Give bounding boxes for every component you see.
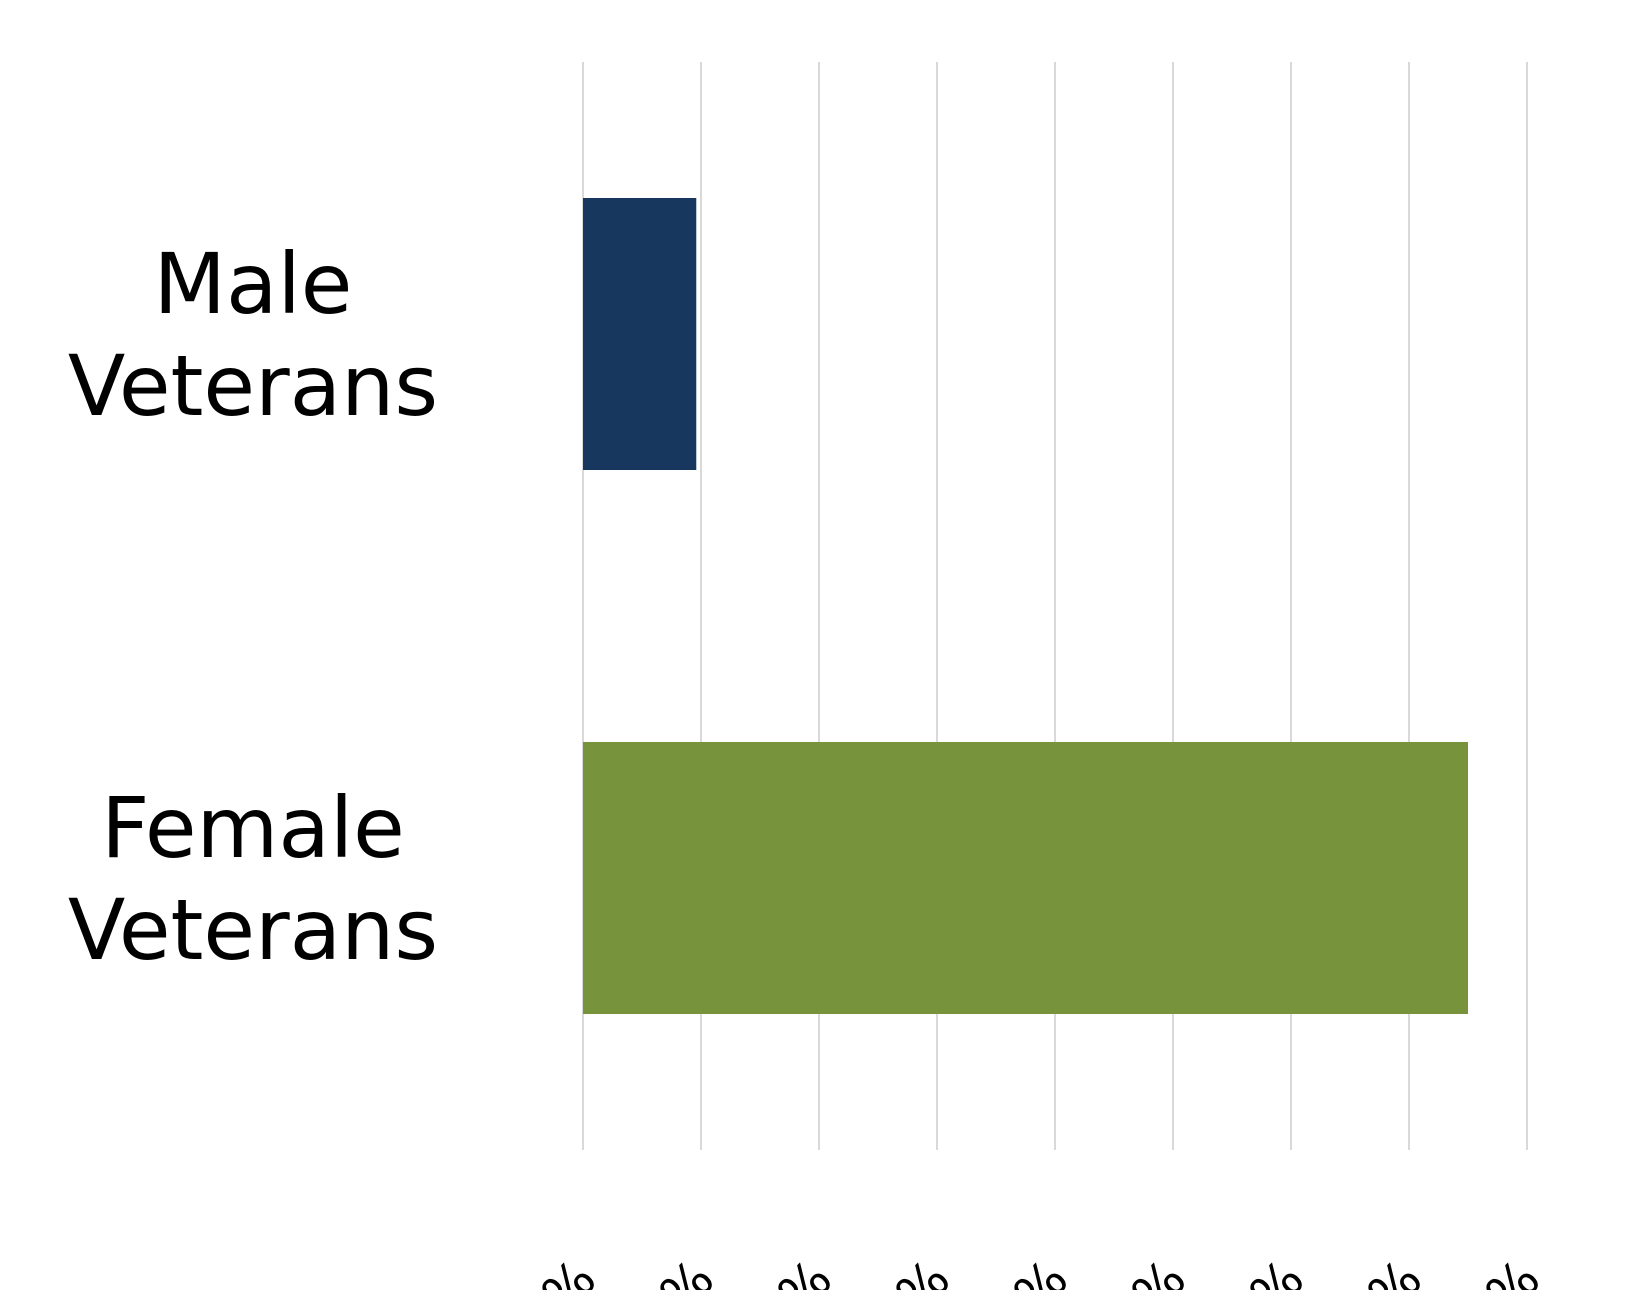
bar-0 — [583, 198, 697, 470]
gridlines — [582, 62, 1528, 1150]
x-tick-labels: 0% 0% 0% 0% 0% 0% 0% 0% 0% — [507, 1249, 1552, 1290]
bar-1 — [583, 742, 1468, 1014]
category-label-line: Male — [154, 235, 353, 333]
x-tick-label-4: 0% — [979, 1249, 1080, 1290]
x-tick-label-0: 0% — [507, 1249, 608, 1290]
category-label-line: Female — [101, 779, 405, 877]
category-label-0: Male Veterans — [68, 235, 438, 435]
x-tick-label-7: 0% — [1333, 1249, 1434, 1290]
x-tick-label-6: 0% — [1215, 1249, 1316, 1290]
x-tick-label-2: 0% — [743, 1249, 844, 1290]
x-tick-label-3: 0% — [861, 1249, 962, 1290]
x-tick-label-5: 0% — [1097, 1249, 1198, 1290]
category-label-line: Veterans — [68, 881, 438, 979]
x-tick-label-8: 0% — [1451, 1249, 1552, 1290]
category-label-1: Female Veterans — [68, 779, 438, 979]
category-label-line: Veterans — [68, 337, 438, 435]
x-tick-label-1: 0% — [625, 1249, 726, 1290]
bars — [583, 198, 1468, 1014]
